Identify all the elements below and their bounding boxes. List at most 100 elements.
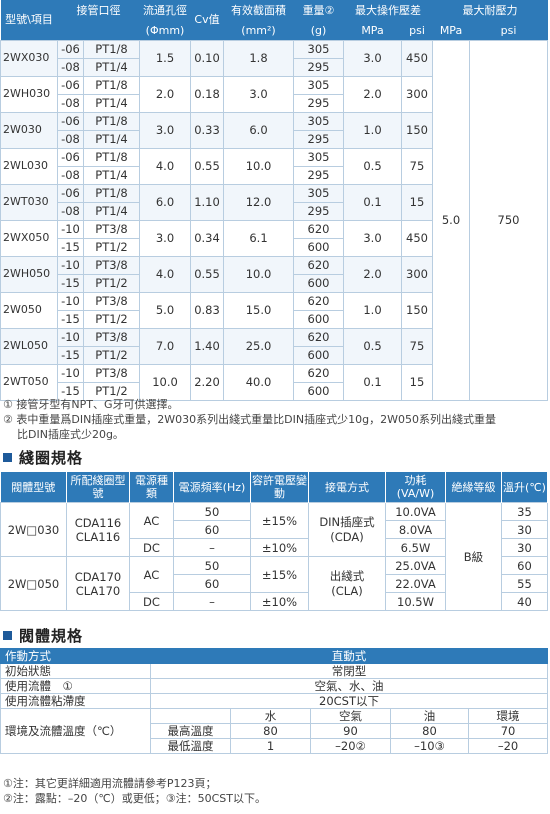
max-press-psi-cell: 750 (469, 39, 548, 401)
header-power: 電源種類 (129, 472, 174, 503)
port-cell: PT1/8 (83, 183, 140, 203)
model-cell: 2WH030 (0, 75, 58, 113)
valve-value-cell: 20CST以下 (149, 693, 549, 709)
power-cell: DC (129, 538, 174, 557)
header-max-op-psi: psi (401, 22, 433, 40)
temp-col-header: 油 (390, 708, 469, 724)
max-temp-cell: 80 (390, 723, 469, 739)
temp-rise-cell: 30 (501, 520, 548, 539)
temp-rise-cell: 30 (501, 538, 548, 557)
wattage-cell: 6.5W (385, 538, 446, 557)
suffix-cell: -10 (57, 327, 84, 347)
port-cell: PT1/4 (83, 93, 140, 113)
port-cell: PT3/8 (83, 255, 140, 275)
orifice-cell: 3.0 (139, 111, 191, 149)
weight-cell: 295 (293, 57, 344, 77)
suffix-cell: -15 (57, 237, 84, 257)
max-temp-cell: 80 (230, 723, 311, 739)
suffix-cell: -06 (57, 75, 84, 95)
cv-cell: 2.20 (190, 363, 224, 401)
suffix-cell: -08 (57, 201, 84, 221)
min-temp-cell: –20 (467, 738, 549, 754)
model-cell: 2WX030 (0, 39, 58, 77)
power-cell: AC (129, 502, 174, 539)
frequency-cell: – (173, 592, 251, 611)
max-op-mpa-cell: 0.1 (343, 363, 402, 401)
suffix-cell: -06 (57, 111, 84, 131)
orifice-cell: 1.5 (139, 39, 191, 77)
cv-cell: 0.10 (190, 39, 224, 77)
suffix-cell: -15 (57, 273, 84, 293)
port-cell: PT1/4 (83, 165, 140, 185)
valve-note-1: ①注：其它更詳細適用流體請參考P123頁； (3, 777, 217, 790)
suffix-cell: -15 (57, 345, 84, 365)
suffix-cell: -06 (57, 147, 84, 167)
note-2: ② 表中重量爲DIN插座式重量，2W030系列出綫式重量比DIN插座式少10g，… (3, 413, 496, 426)
weight-cell: 305 (293, 147, 344, 167)
voltage-cell: ±15% (250, 556, 309, 593)
weight-cell: 600 (293, 309, 344, 329)
coil-model-cell: CDA170 CLA170 (66, 556, 130, 611)
wattage-cell: 10.0VA (385, 502, 446, 521)
weight-cell: 620 (293, 327, 344, 347)
weight-cell: 295 (293, 93, 344, 113)
weight-cell: 295 (293, 129, 344, 149)
max-press-mpa-cell: 5.0 (432, 39, 470, 401)
frequency-cell: 60 (173, 520, 251, 539)
frequency-cell: 60 (173, 574, 251, 593)
table-row: 2W030 -06 PT1/8 3.0 0.33 6.0 305 1.0 150 (0, 111, 548, 149)
valve-model-cell: 2W□030 (0, 502, 67, 557)
max-op-psi-cell: 150 (401, 291, 433, 329)
voltage-cell: ±10% (250, 538, 309, 557)
header-max-press-psi: psi (469, 22, 548, 40)
valve-section-title: 閥體規格 (19, 627, 84, 645)
max-temp-cell: 90 (310, 723, 391, 739)
weight-cell: 600 (293, 345, 344, 365)
table-row: 2W□030 CDA116 CLA116 AC 50 ±15% DIN插座式 (CDA) 1… (0, 502, 548, 611)
max-op-mpa-cell: 1.0 (343, 291, 402, 329)
max-op-mpa-cell: 2.0 (343, 75, 402, 113)
valve-label-cell: 使用流體 ① (0, 678, 151, 694)
header-insulation: 絶緣等級 (445, 472, 502, 503)
header-max-press-mpa: MPa (432, 22, 470, 40)
port-cell: PT1/4 (83, 57, 140, 77)
port-cell: PT3/8 (83, 363, 140, 383)
max-op-mpa-cell: 0.5 (343, 147, 402, 185)
weight-cell: 305 (293, 183, 344, 203)
max-op-psi-cell: 300 (401, 75, 433, 113)
orifice-cell: 5.0 (139, 291, 191, 329)
port-cell: PT1/2 (83, 309, 140, 329)
port-cell: PT1/2 (83, 237, 140, 257)
suffix-cell: -15 (57, 381, 84, 401)
suffix-cell: -08 (57, 57, 84, 77)
min-temp-label: 最低溫度 (150, 738, 231, 754)
weight-cell: 295 (293, 201, 344, 221)
header-weight-unit: (g) (293, 22, 344, 40)
weight-cell: 600 (293, 273, 344, 293)
suffix-cell: -10 (57, 219, 84, 239)
max-op-psi-cell: 150 (401, 111, 433, 149)
suffix-cell: -06 (57, 183, 84, 203)
orifice-cell: 4.0 (139, 255, 191, 293)
header-orifice: 流通孔徑 (139, 0, 191, 22)
table-row: 使用流體 ① 空氣、水、油 (0, 678, 549, 694)
max-op-mpa-cell: 3.0 (343, 219, 402, 257)
max-op-psi-cell: 450 (401, 39, 433, 77)
frequency-cell: 50 (173, 502, 251, 521)
area-cell: 1.8 (223, 39, 294, 77)
max-op-mpa-cell: 0.1 (343, 183, 402, 221)
port-cell: PT1/4 (83, 129, 140, 149)
temp-label-cell: 環境及流體溫度（℃） (0, 708, 151, 754)
header-power-consumption: 功耗(VA/W) (385, 472, 446, 503)
weight-cell: 295 (293, 165, 344, 185)
table-row: 2WT050 -10 PT3/8 10.0 2.20 40.0 620 0.1 15 (0, 363, 548, 401)
coil-section-title: 綫圈規格 (19, 449, 84, 467)
valve-note-2: ②注：露點：–20（℃）或更低；③注：50CST以下。 (3, 792, 266, 805)
port-cell: PT3/8 (83, 327, 140, 347)
port-cell: PT1/2 (83, 381, 140, 401)
cv-cell: 0.55 (190, 255, 224, 293)
header-max-press: 最大耐壓力 (432, 0, 548, 22)
spec-notes: ① 接管牙型有NPT、G牙可供選擇。 ② 表中重量爲DIN插座式重量，2W030… (3, 397, 496, 442)
port-cell: PT1/8 (83, 111, 140, 131)
cv-cell: 0.55 (190, 147, 224, 185)
